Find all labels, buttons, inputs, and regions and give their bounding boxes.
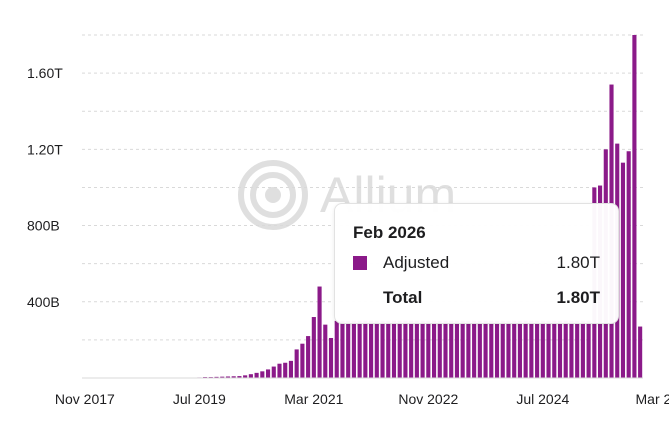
y-tick-label: 400B: [27, 294, 60, 310]
bar: [254, 372, 259, 378]
y-tick-label: 800B: [27, 218, 60, 234]
bar: [283, 362, 288, 378]
tooltip-title: Feb 2026: [353, 223, 426, 242]
bar: [420, 320, 425, 378]
bar: [340, 320, 345, 378]
y-axis-ticks: 400B 800B 1.20T 1.60T: [27, 65, 63, 310]
bar: [220, 376, 225, 378]
series-swatch: [353, 256, 367, 270]
bar: [369, 320, 374, 378]
bar: [214, 376, 219, 378]
y-tick-label: 1.20T: [27, 141, 63, 157]
bar: [231, 376, 236, 378]
tooltip-row-label: Total: [383, 288, 423, 307]
bar: [460, 320, 465, 378]
bar: [569, 320, 574, 378]
bar: [626, 151, 631, 378]
bar: [449, 320, 454, 378]
x-tick-label: Mar 20: [636, 391, 669, 407]
bar: [552, 320, 557, 378]
bar: [535, 320, 540, 378]
bar: [414, 320, 419, 378]
bar: [225, 376, 231, 378]
bar: [529, 320, 534, 378]
bar: [323, 324, 328, 378]
bar: [288, 360, 294, 378]
bar: [265, 369, 271, 378]
tooltip-row-label: Adjusted: [383, 253, 450, 272]
bar: [586, 320, 591, 378]
x-tick-label: Mar 2021: [284, 391, 343, 407]
x-axis-ticks: Nov 2017 Jul 2019 Mar 2021 Nov 2022 Jul 2024…: [55, 391, 669, 407]
bar: [431, 320, 437, 378]
bar: [317, 286, 322, 378]
bar: [466, 320, 471, 378]
bar: [391, 320, 397, 378]
bar: [472, 320, 477, 378]
bar: [334, 320, 339, 378]
x-tick-label: Jul 2024: [516, 391, 569, 407]
bar: [363, 320, 368, 378]
bar: [374, 320, 379, 378]
bar: [563, 320, 568, 378]
y-tick-label: 1.60T: [27, 65, 63, 81]
bar: [248, 374, 253, 378]
x-tick-label: Jul 2019: [173, 391, 226, 407]
bar: [540, 320, 545, 378]
bar: [306, 336, 311, 378]
bar: [403, 320, 408, 378]
tooltip-row-value: 1.80T: [556, 288, 600, 307]
bar: [506, 320, 511, 378]
bar: [638, 326, 643, 378]
bar: [380, 320, 385, 378]
bar: [426, 320, 431, 378]
bar: [443, 320, 448, 378]
bar: [271, 366, 276, 378]
bar: [477, 320, 482, 378]
bar: [386, 320, 391, 378]
bar: [500, 320, 505, 378]
bar: [454, 320, 460, 378]
bar: [346, 320, 351, 378]
tooltip-row-total: Total 1.80T: [353, 288, 600, 310]
chart-tooltip: Feb 2026 Adjusted 1.80T Total 1.80T: [334, 203, 619, 324]
bar: [557, 320, 563, 378]
bar: [300, 343, 305, 378]
bar: [620, 162, 626, 378]
allium-logo-icon: [238, 160, 308, 230]
bar: [243, 375, 248, 378]
bar: [311, 317, 316, 378]
bar: [409, 320, 414, 378]
bar: [546, 320, 551, 378]
bar: [517, 320, 522, 378]
bar: [489, 320, 494, 378]
bar: [357, 320, 362, 378]
tooltip-row-value: 1.80T: [556, 253, 600, 272]
bar: [237, 376, 242, 378]
bar: [397, 320, 402, 378]
bar: [277, 363, 282, 378]
bar: [294, 349, 299, 378]
bar: [260, 371, 265, 378]
bar: [483, 320, 488, 378]
bar: [494, 320, 500, 378]
bar: [328, 337, 334, 378]
bar: [575, 320, 580, 378]
tooltip-row-adjusted: Adjusted 1.80T: [353, 253, 600, 275]
bar: [351, 320, 356, 378]
bar: [580, 320, 585, 378]
bar: [632, 35, 637, 378]
x-tick-label: Nov 2022: [398, 391, 458, 407]
bar: [437, 320, 442, 378]
x-tick-label: Nov 2017: [55, 391, 115, 407]
bar: [523, 320, 528, 378]
bar: [512, 320, 517, 378]
